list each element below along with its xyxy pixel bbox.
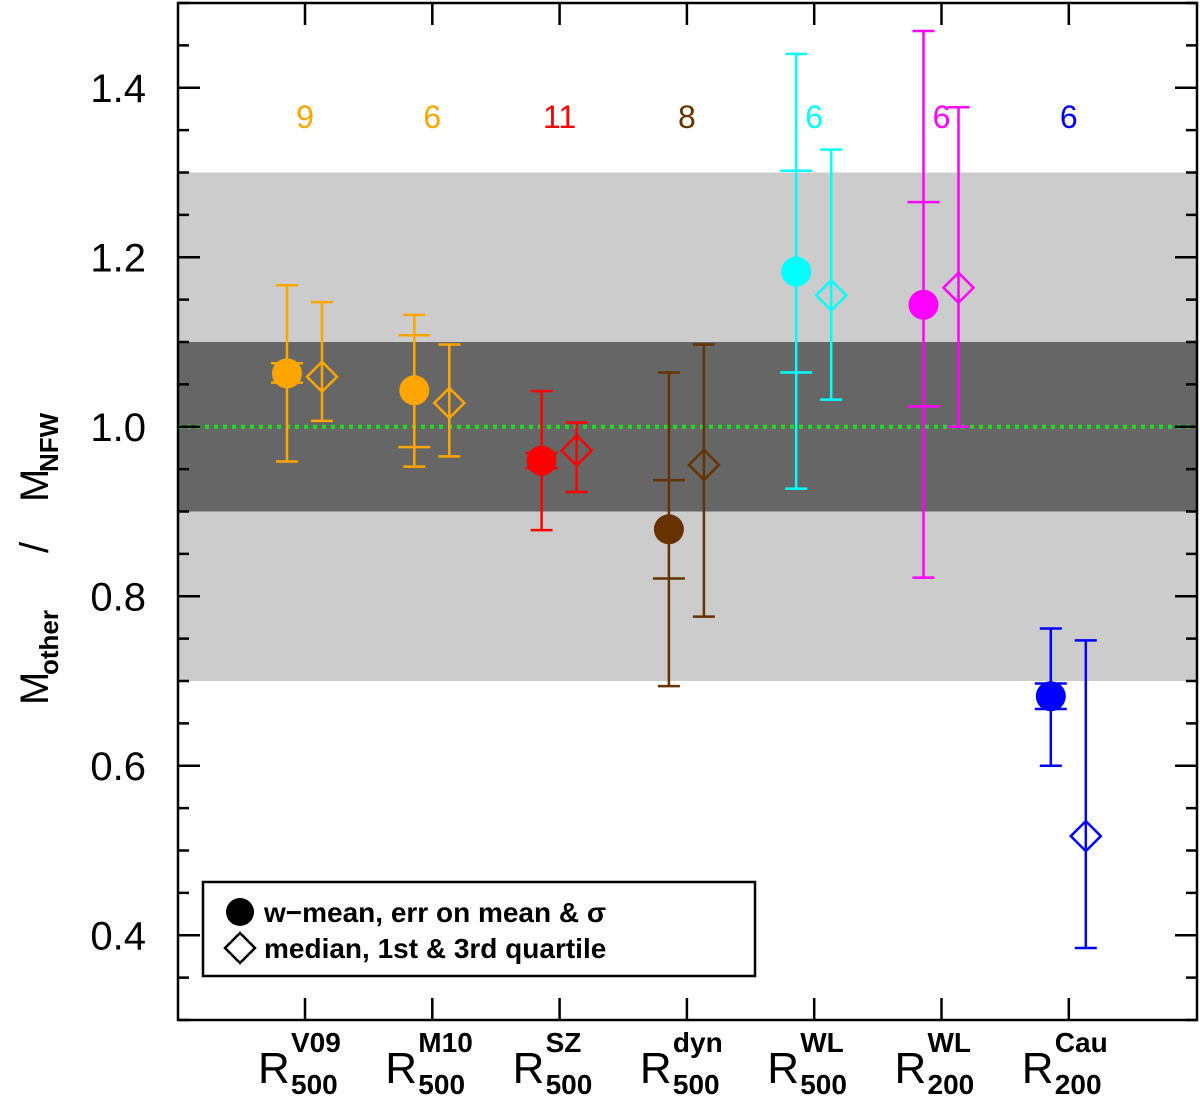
category-sup: Cau bbox=[1055, 1027, 1108, 1058]
category-sub: 500 bbox=[673, 1069, 720, 1098]
legend-box bbox=[201, 880, 757, 978]
category-main: R bbox=[513, 1044, 545, 1093]
data-layer bbox=[271, 29, 1103, 950]
legend: w−mean, err on mean & σ median, 1st & 3rd… bbox=[201, 880, 757, 978]
category-main: R bbox=[258, 1044, 290, 1093]
category-sub: 500 bbox=[546, 1069, 593, 1098]
category-sup: M10 bbox=[418, 1027, 472, 1058]
category-label-5: RWL 200 bbox=[895, 1027, 975, 1098]
ylabel-sub-right: NFW bbox=[34, 412, 64, 472]
data-group-5 bbox=[907, 29, 976, 579]
y-tick-label: 0.6 bbox=[90, 745, 146, 789]
median-point bbox=[305, 359, 339, 394]
category-sup: SZ bbox=[546, 1027, 582, 1058]
legend-marker-open-diamond bbox=[223, 931, 257, 965]
category-main: R bbox=[1022, 1044, 1054, 1093]
wmean-point bbox=[653, 514, 684, 545]
category-sub: 500 bbox=[291, 1069, 338, 1098]
wmean-point bbox=[526, 445, 557, 476]
count-label-0: 9 bbox=[296, 99, 314, 135]
count-label-4: 6 bbox=[805, 99, 823, 135]
wmean-point bbox=[908, 289, 939, 320]
y-tick-label: 1.2 bbox=[90, 236, 146, 280]
ylabel-main-left: M bbox=[13, 672, 57, 705]
median-point bbox=[559, 433, 594, 468]
median-point bbox=[687, 448, 721, 482]
count-labels-layer: 9 6 11 8 6 6 6 bbox=[296, 99, 1078, 135]
legend-label: median, 1st & 3rd quartile bbox=[264, 933, 606, 964]
data-group-4 bbox=[780, 52, 848, 490]
ylabel-divider: / bbox=[13, 541, 57, 553]
category-label-2: RSZ 500 bbox=[513, 1027, 593, 1098]
category-label-4: RWL 500 bbox=[767, 1027, 847, 1098]
category-sup: dyn bbox=[673, 1027, 723, 1058]
wmean-point bbox=[1035, 681, 1066, 712]
category-main: R bbox=[895, 1044, 927, 1093]
count-label-5: 6 bbox=[933, 99, 951, 135]
category-sup: WL bbox=[800, 1027, 844, 1058]
median-point bbox=[432, 386, 467, 420]
ylabel-sub-left: other bbox=[34, 610, 64, 675]
median-point bbox=[1069, 819, 1103, 853]
y-tick-label: 0.4 bbox=[90, 914, 146, 958]
legend-marker-filled-circle bbox=[226, 898, 254, 926]
count-label-2: 11 bbox=[543, 99, 576, 135]
data-group-0 bbox=[271, 283, 339, 463]
category-sup: V09 bbox=[291, 1027, 341, 1058]
median-point bbox=[941, 270, 976, 305]
y-tick-label: 1.4 bbox=[90, 67, 146, 111]
data-group-3 bbox=[652, 343, 721, 688]
category-sup: WL bbox=[928, 1027, 972, 1058]
wmean-point bbox=[781, 256, 812, 287]
data-group-2 bbox=[525, 389, 594, 532]
category-sub: 200 bbox=[928, 1069, 975, 1098]
legend-label: w−mean, err on mean & σ bbox=[263, 897, 606, 928]
count-label-6: 6 bbox=[1060, 99, 1078, 135]
category-sub: 500 bbox=[800, 1069, 847, 1098]
y-tick-label: 0.8 bbox=[90, 575, 146, 619]
median-point bbox=[814, 278, 848, 313]
category-sub: 500 bbox=[418, 1069, 465, 1098]
y-axis: 0.4 0.6 0.8 1.0 1.2 1.4 bbox=[90, 1, 1197, 1022]
count-label-3: 8 bbox=[678, 99, 696, 135]
category-main: R bbox=[767, 1044, 799, 1093]
wmean-point bbox=[272, 358, 302, 389]
wmean-point bbox=[399, 375, 430, 406]
data-group-6 bbox=[1034, 627, 1103, 950]
category-main: R bbox=[640, 1044, 672, 1093]
data-group-1 bbox=[398, 313, 467, 468]
count-label-1: 6 bbox=[423, 99, 441, 135]
category-main: R bbox=[385, 1044, 417, 1093]
y-tick-label: 1.0 bbox=[90, 406, 146, 450]
ylabel-main-right: M bbox=[13, 469, 57, 502]
category-sub: 200 bbox=[1055, 1069, 1102, 1098]
